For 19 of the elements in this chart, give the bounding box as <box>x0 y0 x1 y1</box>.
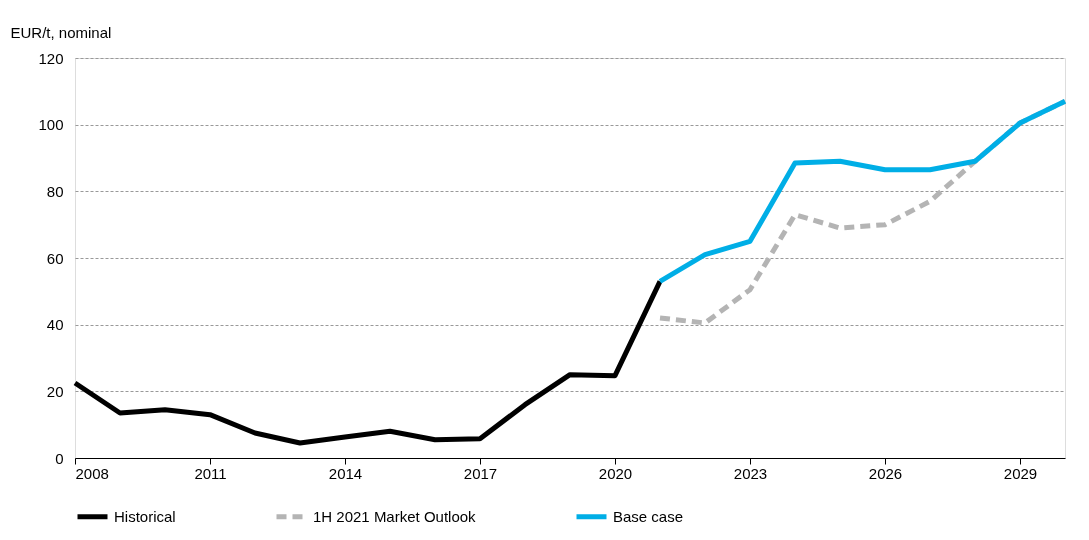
x-tick-label: 2011 <box>194 464 227 482</box>
y-tick-label: 20 <box>46 382 64 400</box>
x-tick-label: 2014 <box>328 464 363 482</box>
y-tick-label: 0 <box>55 449 64 467</box>
legend-label: Historical <box>114 507 176 525</box>
y-tick-label: 120 <box>38 49 64 67</box>
y-axis-title: EUR/t, nominal <box>10 23 112 41</box>
legend-label: Base case <box>613 507 684 525</box>
legend-label: 1H 2021 Market Outlook <box>313 507 477 525</box>
y-tick-label: 60 <box>46 249 64 267</box>
x-tick-label: 2008 <box>75 464 109 482</box>
x-tick-label: 2020 <box>598 464 633 482</box>
x-tick-label: 2026 <box>868 464 903 482</box>
y-tick-label: 80 <box>46 182 64 200</box>
y-tick-label: 40 <box>46 316 64 334</box>
x-tick-label: 2017 <box>463 464 498 482</box>
x-tick-label: 2029 <box>1003 464 1038 482</box>
x-tick-label: 2023 <box>733 464 768 482</box>
y-tick-label: 100 <box>38 116 64 134</box>
